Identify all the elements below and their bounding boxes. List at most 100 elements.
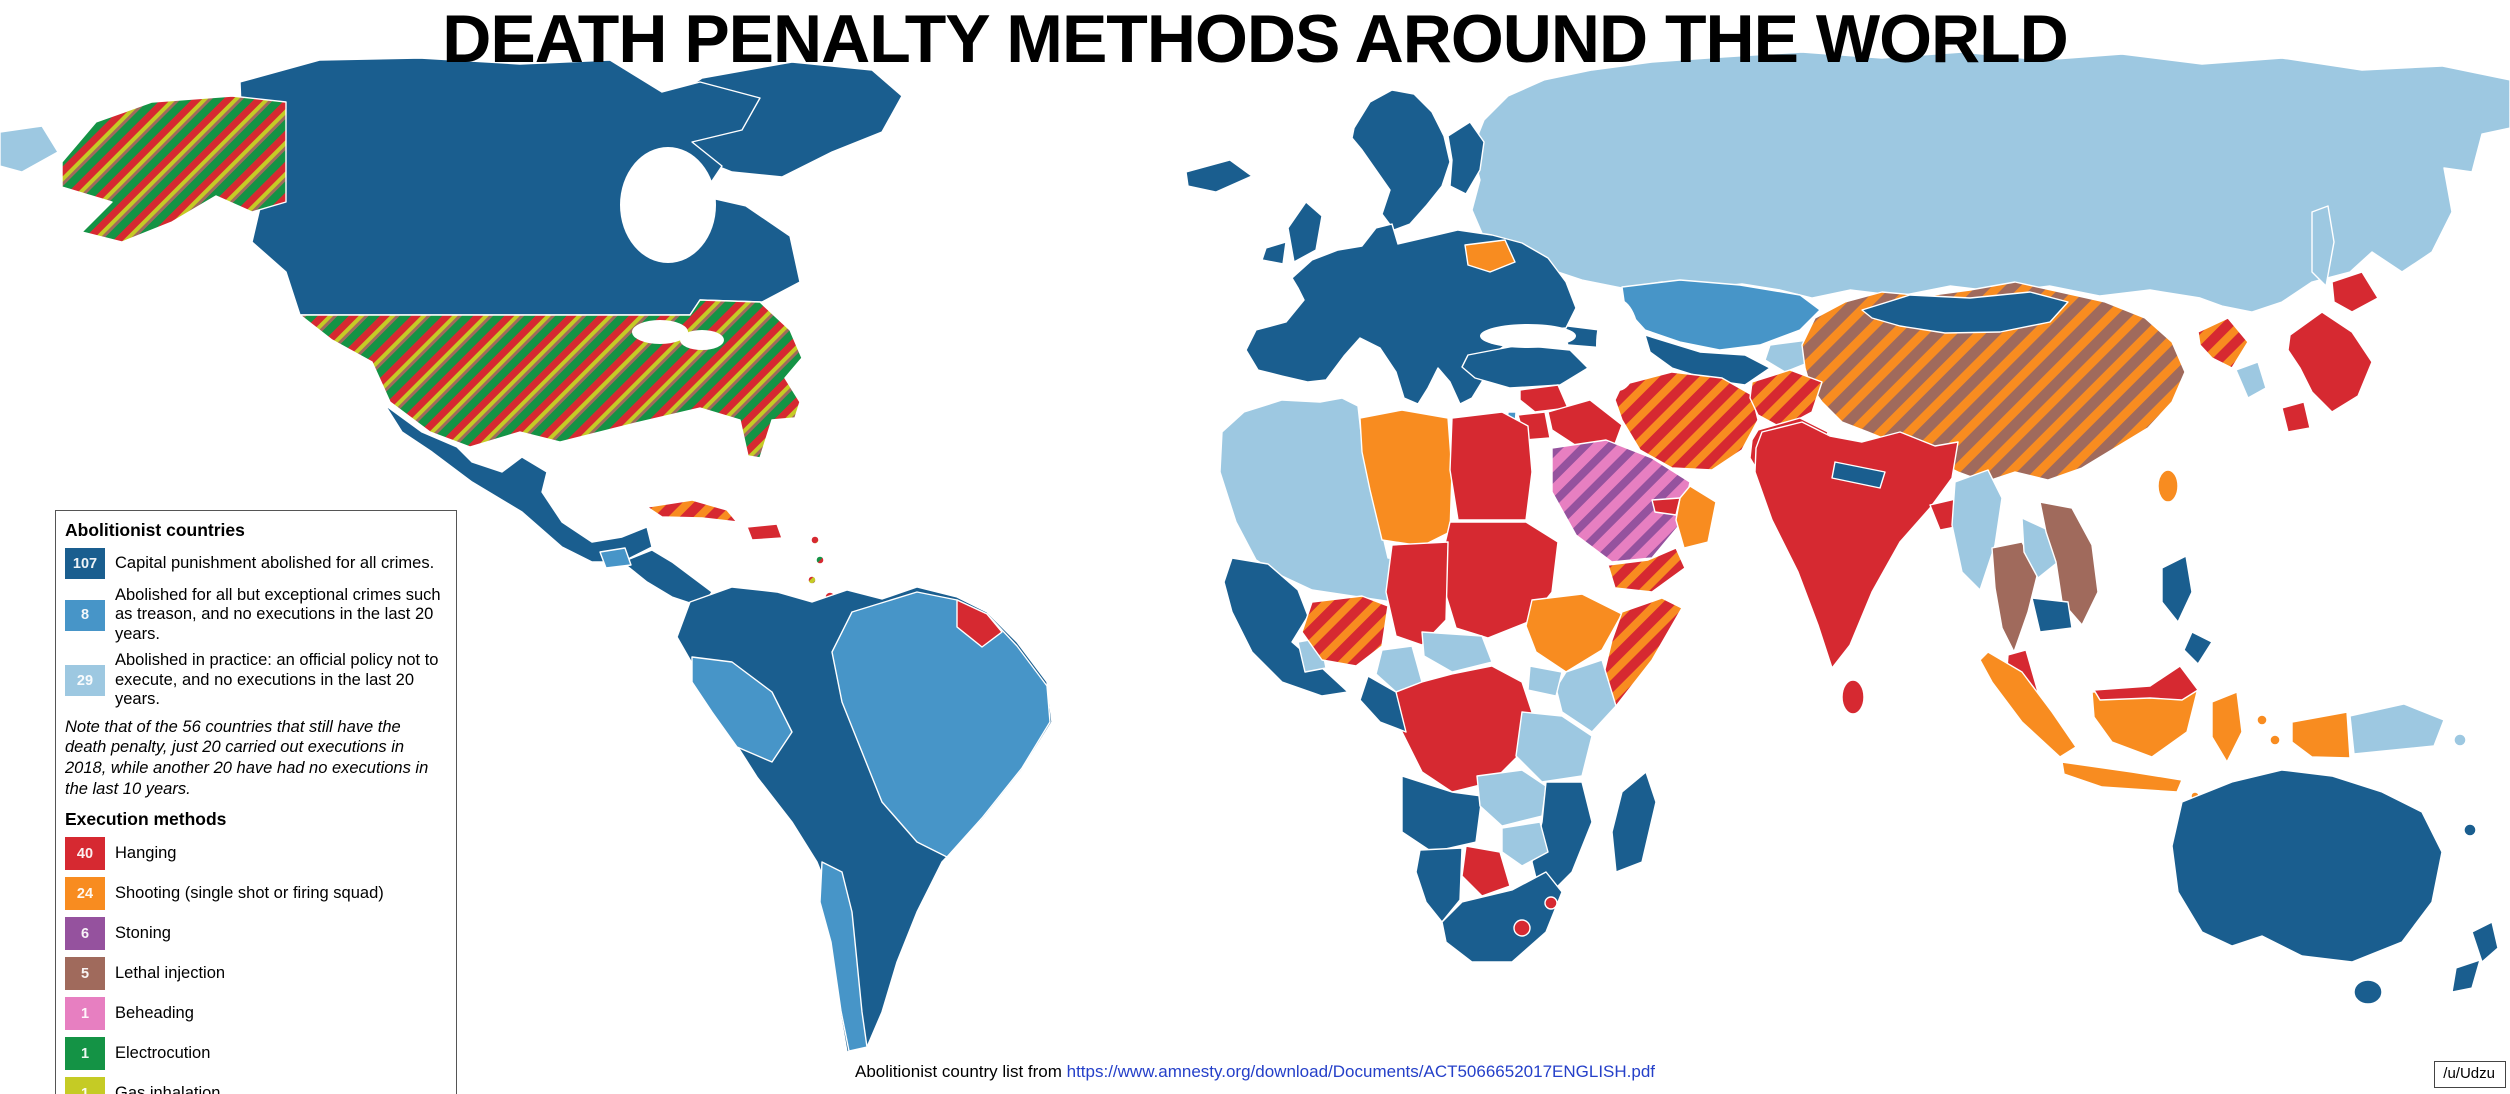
country-madagascar	[1611, 771, 1657, 873]
country-iran	[1614, 371, 1759, 471]
swatch-electrocution: 1	[65, 1037, 105, 1071]
great-lakes-east	[680, 330, 724, 350]
region-southeast-asia	[1951, 469, 2467, 811]
country-usa	[299, 299, 803, 459]
country-egypt	[1449, 411, 1533, 521]
island-sulawesi	[2211, 691, 2243, 763]
country-japan-hokkaido	[2331, 271, 2379, 313]
country-uk	[1287, 201, 1323, 263]
country-japan-honshu	[2287, 311, 2373, 413]
country-uganda	[1527, 665, 1563, 697]
swatch-abolished-practice: 29	[65, 665, 105, 697]
country-malaysia-borneo	[2093, 665, 2199, 701]
region-scandinavia	[1351, 89, 1451, 231]
legend-box: Abolitionist countries 107 Capital punis…	[55, 510, 457, 1094]
region-oceania	[2171, 769, 2499, 1005]
country-nigeria	[1301, 595, 1389, 667]
country-uae	[1651, 497, 1681, 516]
country-libya	[1359, 409, 1453, 547]
island-sumatra	[1979, 651, 2077, 758]
country-chile	[819, 861, 868, 1052]
footer-source-text: Abolitionist country list from	[854, 1062, 1067, 1081]
legend-label: Electrocution	[115, 1044, 211, 1063]
legend-label: Shooting (single shot or firing squad)	[115, 884, 384, 903]
legend-label: Hanging	[115, 844, 177, 863]
country-finland	[1447, 121, 1485, 195]
caspian-sea	[1596, 299, 1640, 391]
country-sri-lanka	[1841, 679, 1865, 715]
legend-row-gas-inhalation: 1 Gas inhalation	[65, 1077, 446, 1094]
legend-label: Stoning	[115, 924, 171, 943]
country-syria	[1519, 384, 1569, 413]
swatch-beheading: 1	[65, 997, 105, 1031]
legend-row-hanging: 40 Hanging	[65, 837, 446, 871]
country-eswatini	[1544, 896, 1558, 910]
country-new-zealand-south	[2451, 959, 2481, 993]
country-north-korea	[2197, 317, 2249, 369]
legend-note: Note that of the 56 countries that still…	[65, 717, 429, 798]
region-north-asia	[0, 51, 2510, 386]
swatch-shooting: 24	[65, 877, 105, 911]
legend-row-shooting: 24 Shooting (single shot or firing squad…	[65, 877, 446, 911]
legend-abolitionist-header: Abolitionist countries	[65, 520, 245, 540]
island-new-britain	[2453, 733, 2467, 747]
legend-row-lethal-injection: 5 Lethal injection	[65, 957, 446, 991]
country-cambodia	[2031, 597, 2073, 633]
country-mongolia	[1861, 291, 2069, 334]
legend-row-beheading: 1 Beheading	[65, 997, 446, 1031]
swatch-abolished-exceptional: 8	[65, 599, 105, 631]
inland-seas	[620, 147, 1640, 391]
country-laos	[2021, 517, 2059, 579]
region-west-africa	[1223, 557, 1349, 697]
island-dot	[810, 535, 820, 545]
island-sakhalin	[2311, 205, 2335, 287]
island-new-caledonia	[2463, 823, 2477, 837]
legend-label: Abolished for all but exceptional crimes…	[115, 586, 441, 643]
country-russia	[1471, 51, 2510, 313]
legend-row-abolished-all: 107 Capital punishment abolished for all…	[65, 548, 446, 579]
country-nepal	[1831, 461, 1886, 489]
country-philippines-north	[2161, 555, 2193, 623]
region-south-america	[676, 586, 1053, 1053]
credit-text: /u/Udzu	[2443, 1065, 2495, 1082]
country-zimbabwe	[1501, 821, 1549, 867]
country-belarus	[1464, 239, 1516, 273]
country-vietnam	[2039, 501, 2099, 626]
country-saudi-arabia	[1551, 439, 1691, 563]
country-chad	[1385, 541, 1449, 646]
country-india	[1754, 421, 1959, 669]
country-south-africa	[1441, 871, 1563, 963]
legend-label: Gas inhalation	[115, 1084, 221, 1094]
country-new-zealand-north	[2471, 921, 2499, 963]
great-lakes-west	[632, 320, 688, 344]
hudson-bay	[620, 147, 716, 263]
country-central-african-republic	[1421, 631, 1493, 673]
legend-row-abolished-exceptional: 8 Abolished for all but exceptional crim…	[65, 586, 446, 644]
legend-methods-header: Execution methods	[65, 809, 227, 830]
legend-label: Abolished in practice: an official polic…	[115, 651, 439, 709]
swatch-abolished-all: 107	[65, 548, 105, 579]
state-alaska	[61, 95, 287, 243]
country-botswana	[1461, 845, 1511, 897]
swatch-lethal-injection: 5	[65, 957, 105, 991]
region-europe	[1185, 89, 1577, 405]
country-ireland	[1261, 241, 1287, 265]
country-cuba	[646, 499, 738, 523]
swatch-hanging: 40	[65, 837, 105, 871]
country-kazakhstan	[1621, 279, 1821, 351]
country-australia	[2171, 769, 2443, 963]
island-java	[2061, 761, 2183, 793]
country-japan-kyushu	[2281, 401, 2311, 433]
region-south-asia	[1754, 421, 1966, 715]
country-tanzania	[1515, 711, 1593, 783]
country-guatemala	[599, 547, 632, 569]
country-taiwan	[2157, 469, 2179, 503]
legend-row-stoning: 6 Stoning	[65, 917, 446, 951]
country-ethiopia	[1525, 593, 1623, 673]
island-dot	[815, 555, 825, 565]
amnesty-source-link[interactable]: https://www.amnesty.org/download/Documen…	[1066, 1062, 1656, 1081]
country-south-korea	[2235, 361, 2267, 399]
country-zambia	[1476, 769, 1547, 827]
